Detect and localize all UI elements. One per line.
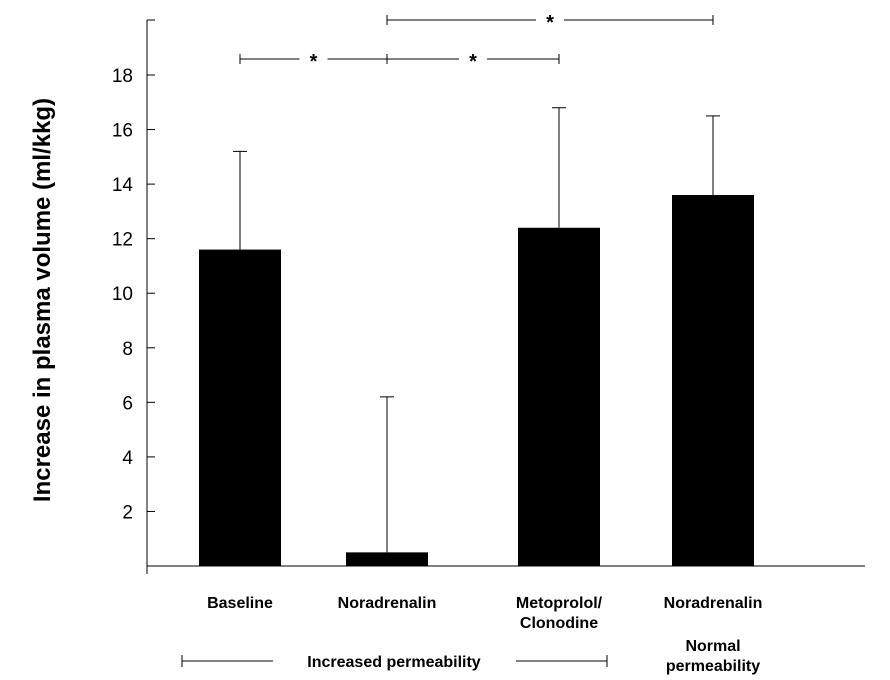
group-label-normal-permeability: permeability [666, 658, 760, 675]
category-labels: Baseline Noradrenalin Metoprolol/Clonodine… [207, 595, 762, 632]
group-label-increased-permeability: Increased permeability [307, 654, 481, 671]
y-tick-label-10: 10 [112, 284, 133, 305]
y-tick-label-12: 12 [112, 230, 133, 251]
y-tick-label-6: 6 [122, 393, 133, 414]
significance-brackets: * * * [239, 12, 714, 73]
category-label-3: Clonodine [520, 615, 598, 632]
category-label-4: Noradrenalin [664, 595, 763, 612]
bar-3 [518, 227, 600, 566]
bar-2 [346, 552, 428, 566]
y-axis-label: Increase in plasma volume (ml/kkg) [29, 98, 56, 502]
y-tick-label-14: 14 [112, 175, 134, 196]
y-tick-label-16: 16 [112, 121, 133, 142]
significance-star-1: * [310, 51, 318, 73]
significance-star-3: * [546, 12, 554, 34]
bar-1 [199, 249, 281, 567]
significance-star-2: * [469, 51, 477, 73]
category-label-3: Metoprolol/ [516, 595, 603, 612]
category-label-1: Baseline [207, 595, 273, 612]
bar-4 [672, 195, 754, 566]
bars [199, 195, 754, 567]
y-tick-label-18: 18 [112, 66, 133, 87]
group-brackets: Increased permeability Normal permeability [181, 638, 760, 675]
group-label-normal-permeability: Normal [685, 638, 740, 655]
category-label-2: Noradrenalin [338, 595, 437, 612]
y-tick-label-8: 8 [122, 339, 133, 360]
y-tick-label-4: 4 [122, 448, 133, 469]
error-bars [233, 107, 720, 553]
y-tick-label-2: 2 [122, 502, 133, 523]
